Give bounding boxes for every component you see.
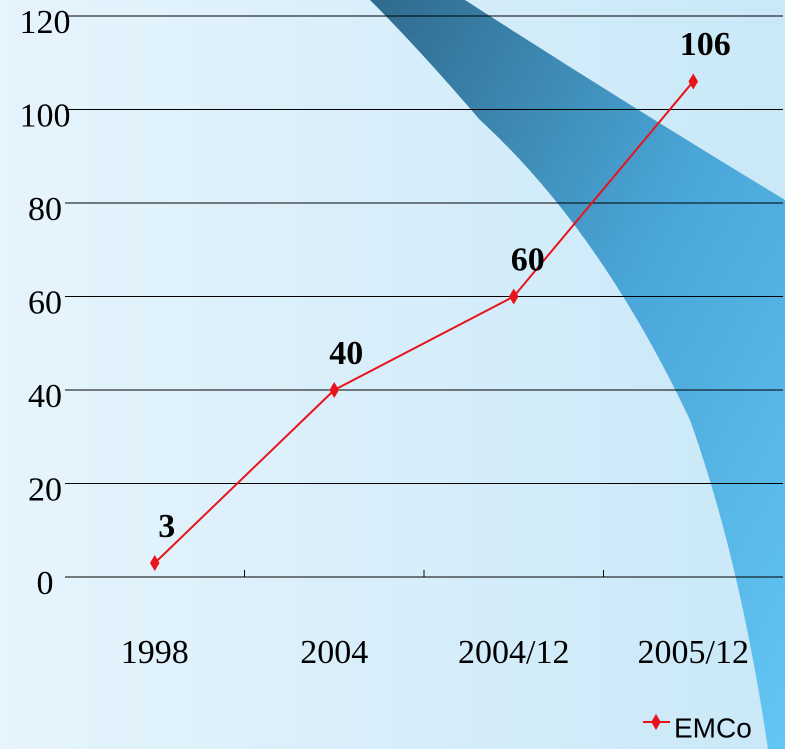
y-tick-label: 20 <box>28 471 62 508</box>
x-tick-label: 2004 <box>300 634 368 671</box>
y-tick-label: 120 <box>20 4 71 41</box>
x-tick-label: 1998 <box>121 634 189 671</box>
y-tick-label: 80 <box>28 191 62 228</box>
marker <box>149 554 160 571</box>
y-tick-label: 40 <box>28 378 62 415</box>
x-tick-label: 2004/12 <box>458 634 569 671</box>
data-label: 60 <box>511 241 545 278</box>
decoration <box>370 0 785 749</box>
y-tick-label: 60 <box>28 284 62 321</box>
x-tick-label: 2005/12 <box>638 634 749 671</box>
legend-label: EMCo <box>674 712 752 743</box>
data-label: 40 <box>329 335 363 372</box>
marker <box>688 73 699 90</box>
plot-area: 0 20 40 60 80 100 120 1998 2004 2004/12 2005/12 3 40… <box>20 4 783 743</box>
y-tick-label: 0 <box>37 565 54 602</box>
legend-marker <box>651 714 661 730</box>
marker <box>508 288 519 305</box>
data-label: 3 <box>158 508 175 545</box>
y-tick-label: 100 <box>20 97 71 134</box>
series-line <box>154 80 695 564</box>
data-label: 106 <box>680 26 731 63</box>
marker <box>329 382 340 398</box>
